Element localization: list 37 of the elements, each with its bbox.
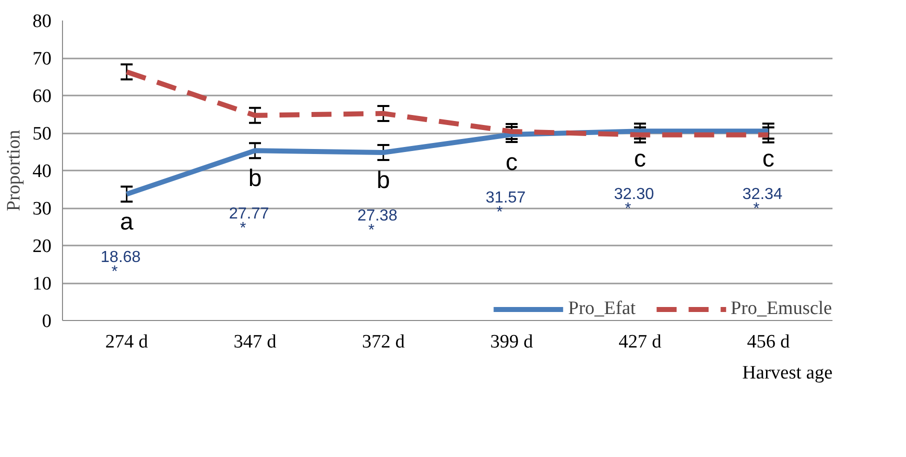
annotation: * [496,204,503,221]
annotation: * [112,264,118,281]
y-tick-label: 30 [32,198,52,220]
y-tick-label: 70 [32,48,52,70]
annotation: b [248,165,262,192]
x-tick-label: 274 d [105,332,149,352]
annotation: b [376,167,390,194]
x-tick-label: 456 d [746,332,790,352]
annotation: * [753,200,760,218]
y-tick-label: 40 [32,161,52,182]
annotation: a [120,208,134,236]
annotation: c [634,146,646,173]
y-tick-label: 0 [42,311,52,332]
y-tick-label: 10 [32,274,52,294]
legend-label: Pro_Efat [568,298,636,320]
annotation: 31.57 [486,190,526,206]
annotation: 18.68 [100,249,141,266]
annotation: * [624,200,632,218]
y-axis-title: Proportion [4,129,24,212]
annotation: * [368,222,374,239]
legend-label: Pro_Emuscle [730,298,832,320]
y-tick-label: 50 [32,124,52,144]
annotation: 27.77 [228,206,270,223]
annotation: 32.30 [614,186,654,204]
annotation: c [762,146,774,173]
y-tick-label: 20 [32,236,52,257]
annotation: 32.34 [742,186,782,204]
y-tick-label: 80 [32,11,52,32]
x-tick-label: 372 d [362,332,406,352]
x-tick-label: 399 d [490,332,534,352]
annotation: 27.38 [357,208,398,224]
annotation: c [506,149,518,176]
y-tick-label: 60 [32,86,52,107]
annotation: * [240,220,246,238]
x-axis-title: Harvest age [742,362,833,384]
x-tick-label: 427 d [618,332,662,352]
x-tick-label: 347 d [234,332,277,352]
